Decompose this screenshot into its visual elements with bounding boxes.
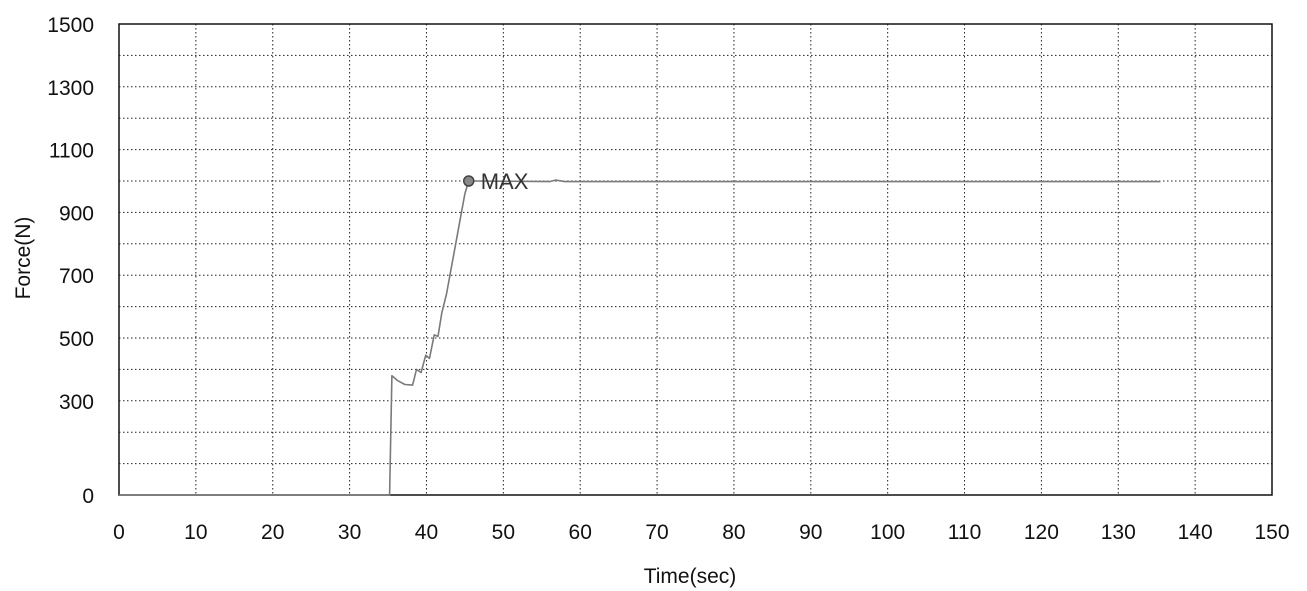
y-tick-label: 0 — [82, 485, 94, 508]
series-layer — [119, 179, 1161, 496]
y-tick-label: 500 — [59, 328, 94, 351]
x-tick-label: 40 — [415, 521, 438, 544]
x-axis-label: Time(sec) — [644, 565, 737, 588]
x-tick-label: 80 — [722, 521, 745, 544]
x-tick-label: 50 — [492, 521, 515, 544]
x-tick-label: 150 — [1254, 521, 1289, 544]
x-tick-label: 20 — [261, 521, 284, 544]
max-point-marker — [462, 175, 475, 187]
y-tick-label: 300 — [59, 391, 94, 414]
y-tick-label: 700 — [59, 265, 94, 288]
max-annotation-label: MAX — [481, 169, 529, 194]
x-tick-label: 60 — [569, 521, 592, 544]
force-series-line — [119, 179, 1161, 496]
x-tick-label: 70 — [645, 521, 668, 544]
x-tick-labels: 0 10 20 30 40 50 60 70 80 90 100 110 120 130 140 150 — [113, 521, 1289, 544]
y-tick-labels: 0 300 500 700 900 1100 1300 1500 — [47, 14, 94, 508]
y-tick-label: 1500 — [47, 14, 94, 37]
x-tick-label: 0 — [113, 521, 125, 544]
x-tick-label: 110 — [948, 521, 981, 544]
x-tick-label: 100 — [870, 521, 905, 544]
y-tick-label: 1300 — [47, 77, 94, 100]
x-tick-label: 30 — [338, 521, 361, 544]
x-tick-label: 10 — [184, 521, 207, 544]
x-tick-label: 130 — [1101, 521, 1136, 544]
y-axis-label: Force(N) — [12, 217, 35, 300]
grid-lines — [119, 24, 1272, 495]
annotation-layer: MAX — [462, 169, 529, 194]
x-tick-label: 140 — [1178, 521, 1213, 544]
x-tick-label: 90 — [799, 521, 822, 544]
y-tick-label: 1100 — [49, 140, 94, 163]
x-tick-label: 120 — [1024, 521, 1059, 544]
y-tick-label: 900 — [59, 202, 94, 225]
plot-area-frame — [118, 23, 1273, 496]
